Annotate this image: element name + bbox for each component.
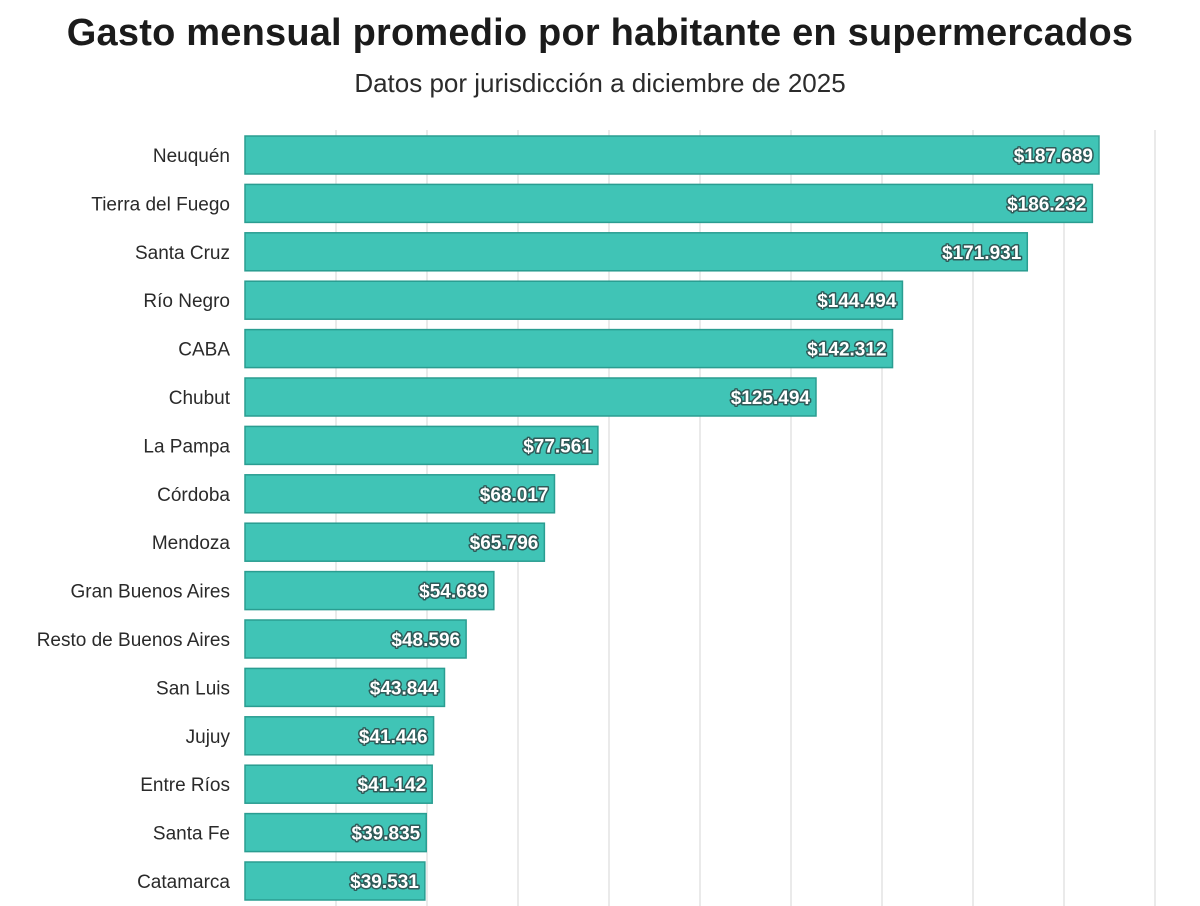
value-label: $187.689: [1014, 146, 1093, 167]
category-label: Santa Fe: [153, 824, 230, 845]
bar[interactable]: [244, 232, 1029, 272]
value-label: $48.596: [391, 630, 460, 651]
value-label: $65.796: [470, 533, 539, 554]
value-label: $142.312: [807, 340, 886, 361]
bar[interactable]: [244, 280, 904, 320]
category-label: Río Negro: [143, 291, 230, 312]
chart-title: Gasto mensual promedio por habitante en …: [66, 12, 1134, 54]
value-label: $125.494: [731, 388, 811, 409]
category-label: Gran Buenos Aires: [71, 582, 230, 603]
category-label: Santa Cruz: [135, 243, 230, 264]
category-label: Tierra del Fuego: [91, 194, 230, 215]
category-label: Catamarca: [137, 872, 230, 893]
bar[interactable]: [244, 619, 467, 659]
bar[interactable]: [244, 328, 894, 369]
bar[interactable]: [244, 377, 817, 417]
value-label: $41.446: [359, 727, 428, 748]
bar[interactable]: [244, 570, 495, 611]
value-label: $186.232: [1007, 194, 1086, 215]
bar[interactable]: [244, 522, 546, 562]
value-label: $39.835: [352, 824, 421, 845]
value-label: $54.689: [419, 582, 488, 603]
bar[interactable]: [244, 425, 599, 466]
value-label: $77.561: [523, 436, 592, 457]
value-label: $43.844: [370, 678, 439, 699]
bar[interactable]: [244, 135, 1100, 175]
category-label: CABA: [178, 340, 230, 361]
category-label: Mendoza: [152, 533, 231, 554]
value-label: $39.531: [350, 872, 419, 893]
category-label: Córdoba: [157, 485, 230, 506]
category-label: La Pampa: [143, 436, 230, 457]
chart-subtitle: Datos por jurisdicción a diciembre de 20…: [354, 68, 846, 98]
bar[interactable]: [244, 183, 1094, 224]
value-label: $144.494: [817, 291, 897, 312]
category-label: Chubut: [169, 388, 231, 409]
category-label: San Luis: [156, 678, 230, 699]
bar[interactable]: [244, 861, 426, 901]
category-label: Neuquén: [153, 146, 230, 167]
category-label: Jujuy: [186, 727, 231, 748]
value-label: $68.017: [480, 485, 549, 506]
category-label: Entre Ríos: [140, 775, 230, 796]
bar[interactable]: [244, 716, 435, 756]
category-label: Resto de Buenos Aires: [37, 630, 230, 651]
value-label: $41.142: [358, 775, 427, 796]
bar[interactable]: [244, 812, 427, 853]
bar[interactable]: [244, 667, 446, 708]
value-label: $171.931: [942, 243, 1022, 264]
bar[interactable]: [244, 474, 556, 514]
bar[interactable]: [244, 764, 433, 804]
